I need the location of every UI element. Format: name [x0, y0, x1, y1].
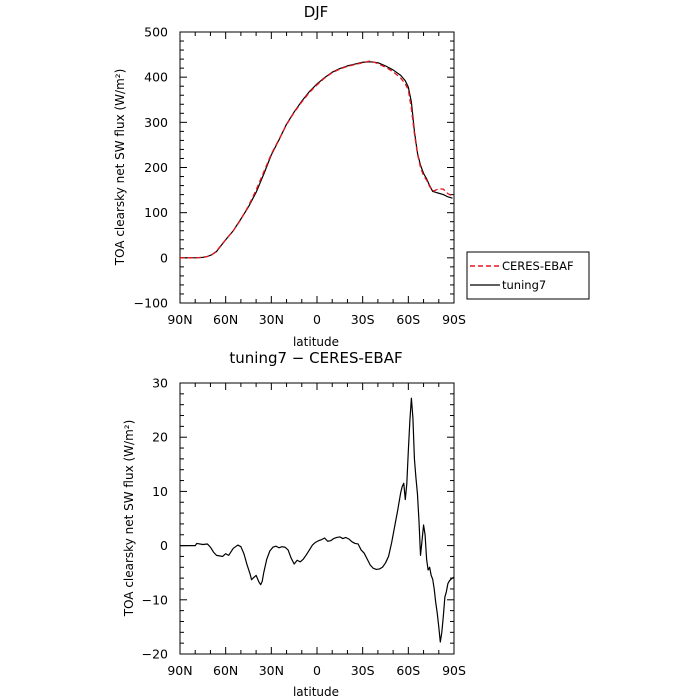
- y-tick-label: 400: [144, 70, 168, 85]
- y-tick-label: −100: [134, 296, 168, 311]
- x-tick-label: 30S: [351, 312, 375, 327]
- top-panel-djf: DJF 90N 60N 30N 0 30S 60S 90S −100 0 100 200 300 400…: [113, 3, 590, 349]
- top-series-line-tuning7: [180, 61, 453, 259]
- bottom-chart-title: tuning7 − CERES-EBAF: [229, 349, 402, 367]
- x-tick-label: 60S: [396, 663, 420, 678]
- y-tick-label: 10: [152, 484, 168, 499]
- x-tick-label: 90S: [442, 312, 466, 327]
- bottom-y-axis-label: TOA clearsky net SW flux (W/m²): [122, 420, 136, 618]
- legend-box: [466, 251, 590, 300]
- x-tick-label: 60N: [213, 312, 238, 327]
- legend-label-ceres-ebaf: CERES-EBAF: [502, 259, 574, 273]
- top-series-lines: [180, 60, 453, 259]
- x-tick-label: 30N: [259, 663, 284, 678]
- y-tick-label: 0: [160, 538, 168, 553]
- x-tick-label: 90S: [442, 663, 466, 678]
- x-tick-label: 90N: [167, 312, 192, 327]
- bottom-series-line-difference: [180, 397, 455, 643]
- y-tick-label: 100: [144, 205, 168, 220]
- legend-label-tuning7: tuning7: [502, 278, 546, 292]
- bottom-axis-ticks: 90N 60N 30N 0 30S 60S 90S −20 −10 0 10 20 30: [142, 376, 466, 679]
- y-tick-label: 30: [152, 376, 168, 391]
- y-tick-label: 200: [144, 160, 168, 175]
- x-tick-label: 60N: [213, 663, 238, 678]
- x-tick-label: 30S: [351, 663, 375, 678]
- x-tick-label: 30N: [259, 312, 284, 327]
- x-tick-label: 60S: [396, 312, 420, 327]
- top-y-axis-label: TOA clearsky net SW flux (W/m²): [113, 69, 127, 267]
- legend: CERES-EBAF tuning7: [466, 251, 590, 300]
- x-tick-label: 0: [313, 312, 321, 327]
- y-tick-label: 20: [152, 430, 168, 445]
- top-series-line-ceres-ebaf: [180, 60, 453, 259]
- x-tick-label: 0: [313, 663, 321, 678]
- y-tick-label: 300: [144, 115, 168, 130]
- top-plot-frame: [179, 31, 455, 304]
- y-tick-label: 0: [160, 250, 168, 265]
- top-chart-title: DJF: [304, 3, 329, 21]
- top-axis-ticks: 90N 60N 30N 0 30S 60S 90S −100 0 100 200 300 400 500: [134, 25, 466, 328]
- bottom-panel-difference: tuning7 − CERES-EBAF 90N 60N 30N 0 30S 60S 90S…: [122, 349, 466, 699]
- y-tick-label: −20: [142, 647, 168, 662]
- bottom-x-axis-label: latitude: [293, 685, 339, 699]
- y-tick-label: −10: [142, 592, 168, 607]
- y-tick-label: 500: [144, 25, 168, 40]
- x-tick-label: 90N: [167, 663, 192, 678]
- bottom-series-lines: [180, 397, 455, 643]
- top-x-axis-label: latitude: [293, 335, 339, 349]
